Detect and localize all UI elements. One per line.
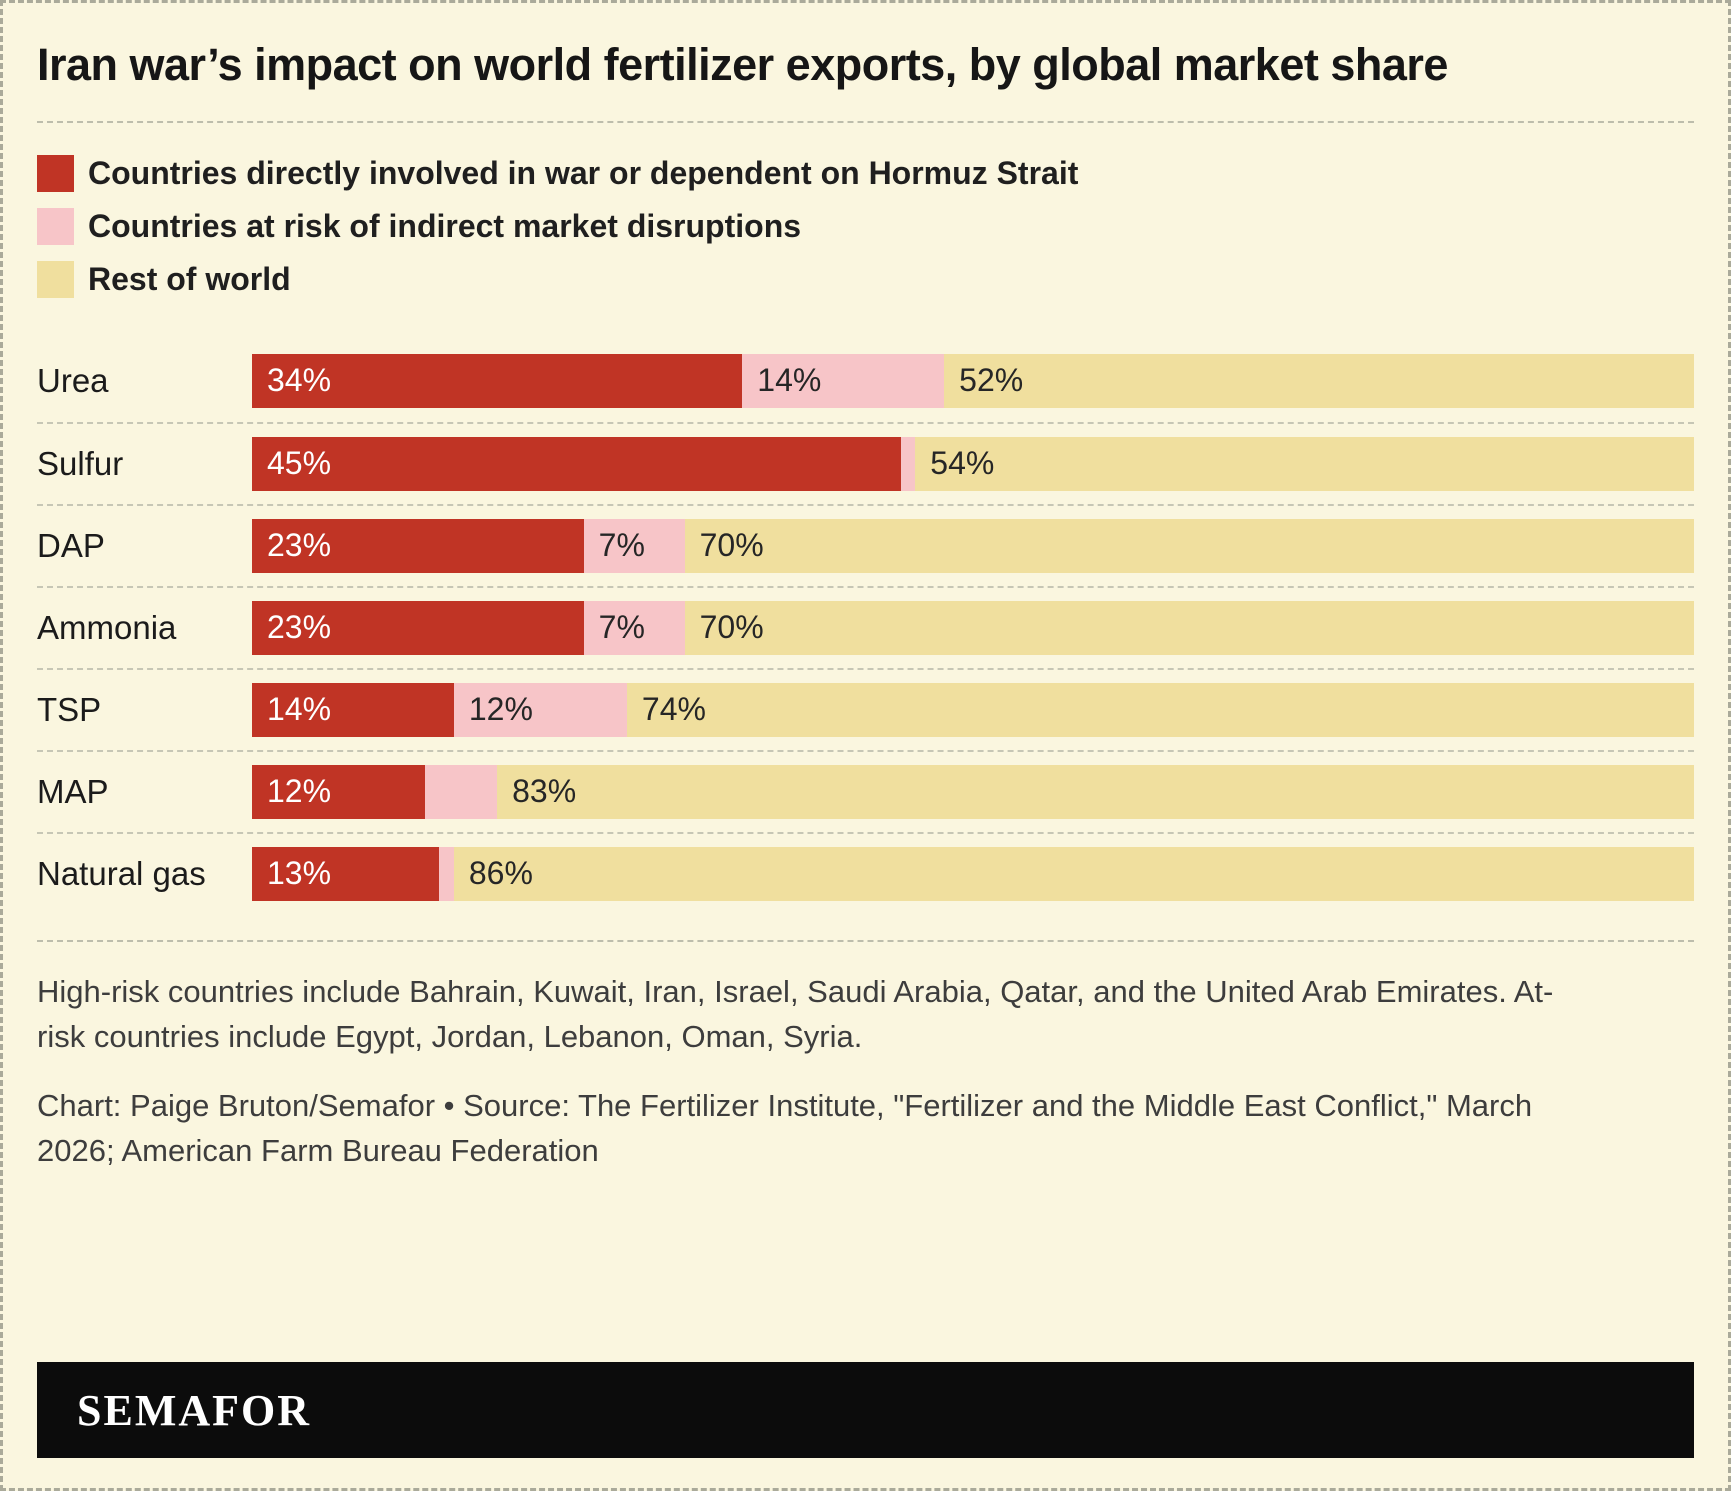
bar-value-label: 13% xyxy=(267,855,332,892)
title-divider xyxy=(37,120,1694,123)
bar-segment-at_risk: 14% xyxy=(742,353,945,408)
bar-track: 14% 12% 74% xyxy=(252,682,1694,737)
bar-value-label: 7% xyxy=(598,527,645,564)
bar-value-label: 74% xyxy=(641,691,706,728)
bar-value-label: 86% xyxy=(468,855,533,892)
chart-row: Natural gas 13% 86% xyxy=(37,831,1694,914)
chart-row: MAP 12% 83% xyxy=(37,749,1694,832)
bar-value-label: 45% xyxy=(267,445,332,482)
bar-value-label: 34% xyxy=(267,362,332,399)
bar-segment-at_risk xyxy=(439,846,454,901)
legend-label: Rest of world xyxy=(88,260,291,297)
bar-segment-high_risk: 23% xyxy=(252,518,584,573)
category-label: DAP xyxy=(37,526,105,564)
note-credit: Chart: Paige Bruton/Semafor • Source: Th… xyxy=(37,1087,1533,1168)
bar-segment-rest: 70% xyxy=(684,518,1694,573)
bar-value-label: 54% xyxy=(930,445,995,482)
legend-label: Countries directly involved in war or de… xyxy=(88,154,1079,191)
legend-swatch-rest xyxy=(37,260,74,298)
chart-title: Iran war’s impact on world fertilizer ex… xyxy=(37,39,1448,90)
legend-label: Countries at risk of indirect market dis… xyxy=(88,207,802,244)
legend-item-high_risk: Countries directly involved in war or de… xyxy=(37,154,1694,192)
chart-row: Ammonia 23% 7% 70% xyxy=(37,585,1694,668)
note-countries: High-risk countries include Bahrain, Kuw… xyxy=(37,973,1554,1054)
bar-segment-rest: 54% xyxy=(915,436,1694,491)
category-label: MAP xyxy=(37,772,109,810)
chart-row: Urea 34% 14% 52% xyxy=(37,340,1694,422)
bar-value-label: 70% xyxy=(699,527,764,564)
chart-row: Sulfur 45% 54% xyxy=(37,421,1694,504)
bar-track: 13% 86% xyxy=(252,846,1694,901)
semafor-logo: SEMAFOR xyxy=(77,1385,311,1435)
bar-value-label: 14% xyxy=(757,362,822,399)
legend-item-at_risk: Countries at risk of indirect market dis… xyxy=(37,207,1694,245)
bar-track: 45% 54% xyxy=(252,436,1694,491)
bar-track: 23% 7% 70% xyxy=(252,518,1694,573)
bar-segment-at_risk: 7% xyxy=(583,600,685,655)
bar-track: 12% 83% xyxy=(252,764,1694,819)
bar-value-label: 7% xyxy=(598,609,645,646)
bar-track: 23% 7% 70% xyxy=(252,600,1694,655)
bar-segment-high_risk: 34% xyxy=(252,353,743,408)
notes-divider xyxy=(37,939,1694,942)
legend-swatch-high_risk xyxy=(37,154,74,192)
bar-value-label: 14% xyxy=(267,691,332,728)
bar-value-label: 70% xyxy=(699,609,764,646)
bar-segment-at_risk xyxy=(900,436,916,491)
bar-segment-high_risk: 45% xyxy=(252,436,901,491)
bar-track: 34% 14% 52% xyxy=(252,353,1694,408)
category-label: Ammonia xyxy=(37,608,177,646)
bar-segment-rest: 86% xyxy=(453,846,1694,901)
chart-row: DAP 23% 7% 70% xyxy=(37,503,1694,586)
bar-value-label: 52% xyxy=(959,362,1024,399)
bar-segment-at_risk: 7% xyxy=(583,518,685,573)
bar-segment-high_risk: 12% xyxy=(252,764,426,819)
bar-segment-high_risk: 13% xyxy=(252,846,440,901)
bar-value-label: 23% xyxy=(267,609,332,646)
bar-value-label: 12% xyxy=(267,773,332,810)
bar-segment-at_risk: 12% xyxy=(453,682,627,737)
chart-row: TSP 14% 12% 74% xyxy=(37,667,1694,750)
bar-value-label: 83% xyxy=(512,773,577,810)
bar-segment-at_risk xyxy=(425,764,498,819)
semafor-banner: SEMAFOR xyxy=(37,1362,1694,1458)
footnotes: High-risk countries include Bahrain, Kuw… xyxy=(37,970,1694,1174)
category-label: Natural gas xyxy=(37,854,206,892)
legend-item-rest: Rest of world xyxy=(37,260,1694,298)
category-label: Sulfur xyxy=(37,444,124,482)
legend-swatch-at_risk xyxy=(37,207,74,245)
legend: Countries directly involved in war or de… xyxy=(37,154,1694,314)
bar-segment-rest: 83% xyxy=(497,764,1694,819)
category-label: TSP xyxy=(37,690,102,728)
bar-value-label: 12% xyxy=(468,691,533,728)
bar-segment-rest: 70% xyxy=(684,600,1694,655)
bar-segment-high_risk: 23% xyxy=(252,600,584,655)
category-label: Urea xyxy=(37,361,109,399)
chart-rows: Urea 34% 14% 52% Sulfur 45% 54% DAP 23% 7% 70% Ammo… xyxy=(37,340,1694,914)
bar-segment-rest: 52% xyxy=(944,353,1694,408)
bar-value-label: 23% xyxy=(267,527,332,564)
bar-segment-high_risk: 14% xyxy=(252,682,454,737)
bar-segment-rest: 74% xyxy=(626,682,1694,737)
